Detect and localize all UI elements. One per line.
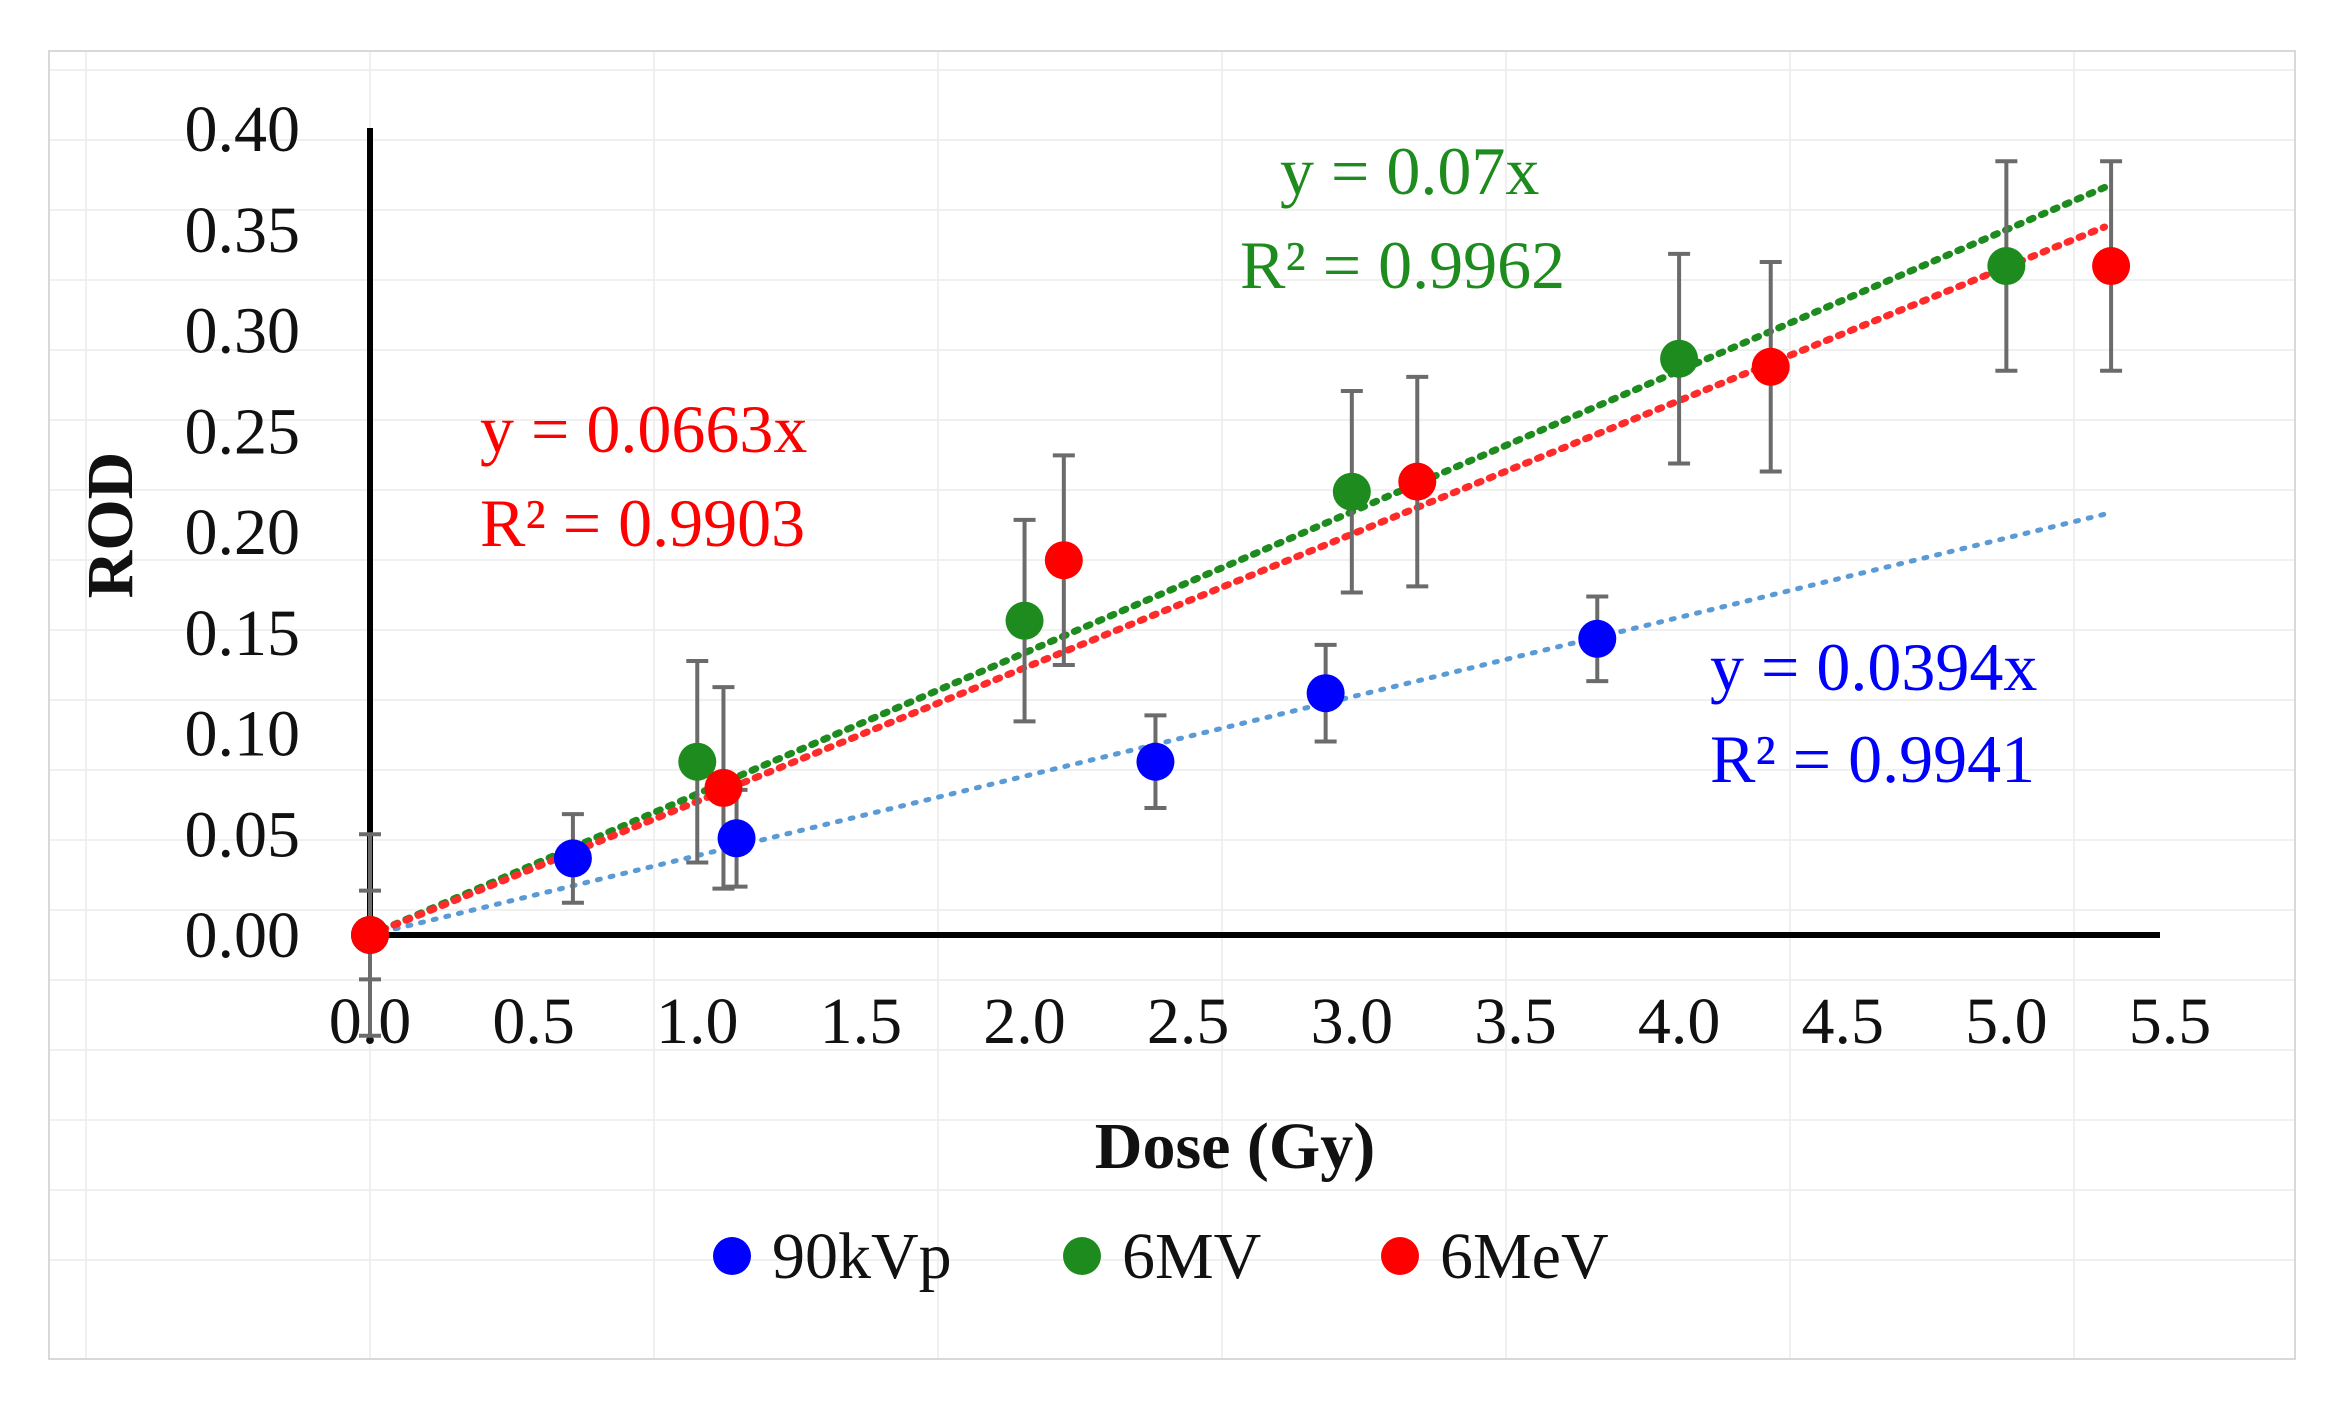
- data-point-90kvp: [1578, 619, 1617, 658]
- equation-6mv: y = 0.07x: [1280, 133, 1539, 209]
- x-tick-label: 3.0: [1311, 985, 1394, 1058]
- x-axis-title: Dose (Gy): [1095, 1110, 1375, 1183]
- data-point-6mv: [1332, 472, 1371, 511]
- legend-label-90kvp: 90kVp: [772, 1220, 952, 1293]
- r-squared-6mv: R² = 0.9962: [1240, 227, 1565, 303]
- data-point-6mev: [1751, 347, 1790, 386]
- x-tick-label: 2.5: [1147, 985, 1230, 1058]
- x-tick-label: 4.5: [1801, 985, 1884, 1058]
- y-tick-label: 0.15: [185, 597, 301, 670]
- data-point-6mv: [1660, 339, 1699, 378]
- trendline-6mv: [366, 183, 2109, 939]
- data-point-90kvp: [1306, 674, 1345, 713]
- data-point-6mev: [2092, 247, 2131, 286]
- data-point-6mv: [1987, 247, 2026, 286]
- data-point-6mv: [1005, 601, 1044, 640]
- y-tick-label: 0.30: [185, 295, 301, 368]
- data-point-90kvp: [1136, 742, 1175, 781]
- x-tick-label: 4.0: [1638, 985, 1721, 1058]
- trendline-90kvp: [367, 511, 2108, 938]
- x-tick-label: 0.5: [492, 985, 575, 1058]
- data-point-6mev: [704, 768, 743, 807]
- x-tick-label: 5.0: [1965, 985, 2048, 1058]
- data-point-90kvp: [553, 839, 592, 878]
- legend-label-6mv: 6MV: [1122, 1220, 1261, 1293]
- y-tick-label: 0.25: [185, 395, 301, 468]
- y-tick-label: 0.00: [185, 899, 301, 972]
- x-tick-label: 5.5: [2129, 985, 2212, 1058]
- x-tick-label: 3.5: [1474, 985, 1557, 1058]
- legend-label-6mev: 6MeV: [1440, 1220, 1609, 1293]
- x-tick-label: 1.0: [656, 985, 739, 1058]
- trendline-6mev: [366, 223, 2109, 939]
- equation-6mev: y = 0.0663x: [480, 391, 807, 467]
- data-point-90kvp: [717, 819, 756, 858]
- r-squared-6mev: R² = 0.9903: [480, 485, 805, 561]
- data-point-6mev: [1044, 541, 1083, 580]
- legend-marker-6mv: [1063, 1237, 1101, 1275]
- data-point-6mev: [1398, 462, 1437, 501]
- y-tick-label: 0.05: [185, 798, 301, 871]
- equation-90kvp: y = 0.0394x: [1710, 629, 2037, 705]
- legend-marker-6mev: [1381, 1237, 1419, 1275]
- y-tick-label: 0.10: [185, 698, 301, 771]
- y-tick-label: 0.35: [185, 194, 301, 267]
- legend-marker-90kvp: [713, 1237, 751, 1275]
- y-tick-label: 0.20: [185, 496, 301, 569]
- y-axis-title: ROD: [74, 452, 147, 599]
- x-tick-label: 1.5: [820, 985, 903, 1058]
- r-squared-90kvp: R² = 0.9941: [1710, 721, 2035, 797]
- data-point-6mv: [678, 742, 717, 781]
- y-tick-label: 0.40: [185, 93, 301, 166]
- x-tick-label: 2.0: [983, 985, 1066, 1058]
- data-point-6mev: [351, 916, 389, 954]
